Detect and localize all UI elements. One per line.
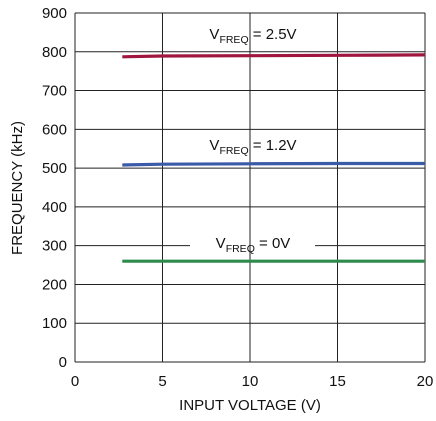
series-labels: VFREQ = 2.5V VFREQ = 1.2V VFREQ = 0V (209, 26, 296, 255)
y-axis-title: FREQUENCY (kHz) (9, 121, 26, 255)
x-tick-label: 10 (242, 373, 259, 390)
series-label-3: VFREQ = 0V (216, 235, 291, 255)
y-tick-label: 900 (42, 5, 67, 22)
series-label-2: VFREQ = 1.2V (209, 137, 296, 157)
x-tick-label: 5 (158, 373, 166, 390)
y-tick-label: 800 (42, 44, 67, 61)
grid-lines (74, 12, 426, 363)
series-lines (122, 53, 426, 263)
y-tick-label: 400 (42, 199, 67, 216)
series-label-1: VFREQ = 2.5V (209, 26, 296, 46)
series-line-2 (122, 161, 425, 167)
x-tick-label: 15 (329, 373, 346, 390)
y-tick-label: 0 (59, 354, 67, 371)
y-tick-label: 300 (42, 238, 67, 255)
x-tick-label: 20 (417, 373, 434, 390)
y-tick-label: 200 (42, 276, 67, 293)
x-tick-label: 0 (71, 373, 79, 390)
series-line-1 (122, 53, 426, 59)
y-tick-label: 700 (42, 83, 67, 100)
y-tick-label: 100 (42, 315, 67, 332)
tick-labels: 0 100 200 300 400 500 600 700 800 900 0 5 10 15 20 (42, 5, 433, 390)
y-tick-label: 600 (42, 121, 67, 138)
y-tick-label: 500 (42, 160, 67, 177)
x-axis-title: INPUT VOLTAGE (V) (179, 397, 321, 414)
